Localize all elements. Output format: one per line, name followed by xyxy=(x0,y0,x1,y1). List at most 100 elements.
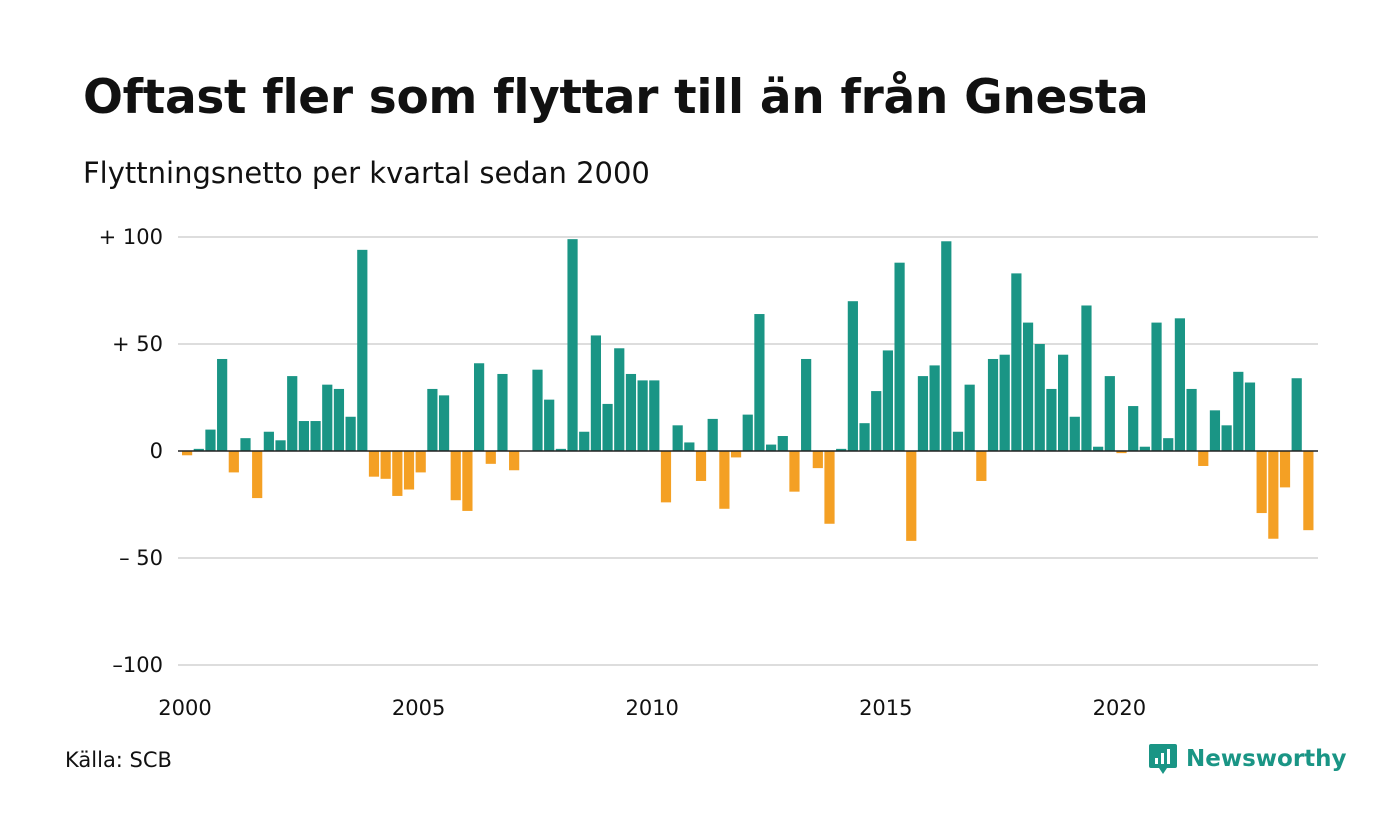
bar xyxy=(1209,410,1221,451)
bar xyxy=(602,403,613,451)
bar xyxy=(579,431,590,451)
bar xyxy=(1022,322,1034,451)
bar xyxy=(275,440,286,451)
bar xyxy=(1104,376,1115,451)
bar xyxy=(509,451,520,471)
bar xyxy=(871,391,882,451)
bar xyxy=(1081,305,1092,451)
bar xyxy=(824,451,835,524)
bar xyxy=(999,354,1010,451)
bar xyxy=(252,451,263,499)
bar xyxy=(847,301,858,451)
bar xyxy=(462,451,473,511)
bar xyxy=(1151,322,1162,451)
bar xyxy=(1198,451,1209,466)
bar xyxy=(1186,388,1197,451)
bar xyxy=(403,451,415,490)
bar xyxy=(532,369,543,451)
x-tick-label: 2005 xyxy=(392,696,445,720)
bar xyxy=(1046,388,1057,451)
bar xyxy=(964,384,975,451)
bar xyxy=(672,425,683,451)
y-tick-label: 0 xyxy=(150,439,163,463)
bar xyxy=(1163,438,1174,451)
bar xyxy=(182,451,193,456)
bar xyxy=(1279,451,1291,488)
bar xyxy=(1093,446,1104,451)
bar xyxy=(1116,451,1127,454)
bar xyxy=(649,380,660,451)
bar xyxy=(1139,446,1150,451)
newsworthy-logo-icon xyxy=(1149,744,1177,774)
bar xyxy=(497,373,508,451)
brand-name: Newsworthy xyxy=(1186,746,1347,772)
bar xyxy=(590,335,601,451)
bar xyxy=(427,388,438,451)
bar xyxy=(1174,318,1185,451)
bar xyxy=(812,451,823,469)
bars xyxy=(182,239,1314,541)
gridlines xyxy=(178,236,1318,666)
bar xyxy=(777,436,788,451)
bar xyxy=(345,416,356,451)
bar xyxy=(205,429,216,451)
bar xyxy=(392,451,403,496)
chart-title: Oftast fler som flyttar till än från Gne… xyxy=(83,70,1149,125)
bar xyxy=(707,418,718,451)
brand-logo: Newsworthy xyxy=(1148,742,1347,776)
bar xyxy=(625,373,637,451)
bar xyxy=(1034,344,1045,451)
bar xyxy=(567,239,578,451)
bar xyxy=(894,262,905,451)
bar xyxy=(228,451,239,473)
bar xyxy=(1233,371,1244,451)
bar xyxy=(695,451,707,481)
bar xyxy=(263,431,274,451)
bar xyxy=(474,363,485,451)
bar xyxy=(287,376,298,451)
bar xyxy=(450,451,461,501)
bar xyxy=(917,376,929,451)
bar xyxy=(976,451,987,481)
bar xyxy=(555,448,566,451)
y-tick-label: + 50 xyxy=(112,332,163,356)
x-tick-label: 2010 xyxy=(625,696,678,720)
x-tick-label: 2020 xyxy=(1093,696,1146,720)
y-tick-label: – 50 xyxy=(119,546,163,570)
bar xyxy=(368,451,380,477)
x-axis-ticks: 2000 2005 2010 2015 2020 xyxy=(158,696,1146,720)
bar xyxy=(614,348,625,451)
bar xyxy=(836,448,847,451)
bar xyxy=(217,358,228,451)
bar xyxy=(544,399,555,451)
bar xyxy=(882,350,893,451)
y-tick-label: –100 xyxy=(112,653,163,677)
bar xyxy=(1058,354,1069,451)
bar xyxy=(1303,451,1314,531)
bar xyxy=(1244,382,1256,451)
bar xyxy=(660,451,672,503)
y-tick-label: + 100 xyxy=(99,225,163,249)
bar xyxy=(1256,451,1267,514)
bar xyxy=(357,249,368,451)
bar xyxy=(1268,451,1279,539)
bar xyxy=(1221,425,1232,451)
bar xyxy=(310,421,321,451)
bar xyxy=(1011,273,1022,451)
bar xyxy=(742,414,753,451)
bar xyxy=(789,451,800,492)
y-axis-ticks: + 100 + 50 0 – 50 –100 xyxy=(99,225,163,677)
bar xyxy=(929,365,940,451)
bar xyxy=(1291,378,1302,451)
bar xyxy=(1069,416,1080,451)
bar xyxy=(415,451,426,473)
bar xyxy=(754,314,765,451)
bar xyxy=(240,438,251,451)
bar xyxy=(380,451,391,479)
bar xyxy=(322,384,333,451)
bar xyxy=(684,442,695,451)
bar xyxy=(987,358,999,451)
bar xyxy=(730,451,742,458)
bar xyxy=(801,358,812,451)
bar xyxy=(952,431,964,451)
